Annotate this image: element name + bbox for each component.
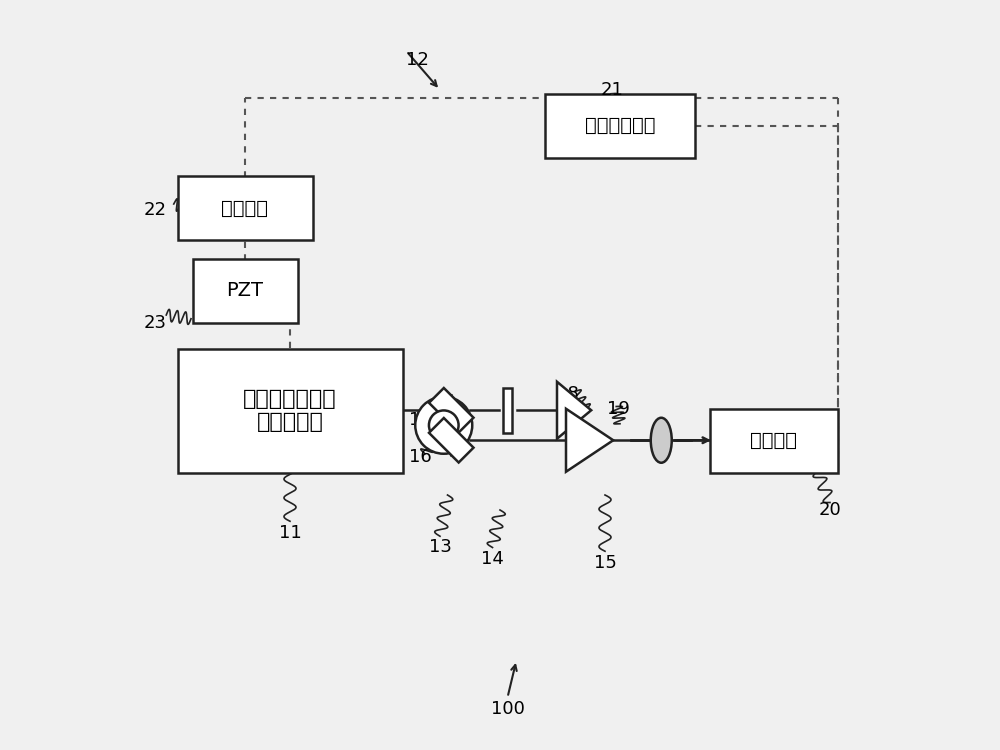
Bar	[192, 259, 298, 322]
Text: 100: 100	[491, 700, 524, 718]
Bar	[710, 409, 838, 472]
Text: 13: 13	[429, 538, 451, 556]
Ellipse shape	[651, 418, 672, 463]
Text: 探测器件: 探测器件	[750, 431, 797, 450]
Text: 信号发生单元: 信号发生单元	[585, 116, 655, 135]
Text: PZT: PZT	[226, 281, 264, 300]
Text: 19: 19	[607, 400, 630, 418]
Text: 11: 11	[279, 524, 301, 542]
Bar	[178, 349, 402, 472]
Text: 21: 21	[601, 81, 624, 99]
Text: 16: 16	[409, 448, 432, 466]
Text: 17: 17	[409, 411, 432, 429]
Polygon shape	[566, 409, 613, 472]
Bar	[178, 176, 312, 240]
Bar	[545, 94, 695, 158]
Bar	[503, 388, 512, 433]
Text: 12: 12	[406, 51, 429, 69]
Polygon shape	[429, 418, 474, 463]
Text: 20: 20	[819, 501, 841, 519]
Polygon shape	[557, 382, 591, 439]
Text: 14: 14	[481, 550, 504, 568]
Text: 23: 23	[144, 314, 166, 332]
Polygon shape	[429, 388, 474, 433]
Circle shape	[429, 410, 459, 440]
Text: 重频锁定且可调
飞秒激光器: 重频锁定且可调 飞秒激光器	[243, 389, 337, 432]
Text: 触发单元: 触发单元	[222, 199, 268, 217]
Text: 18: 18	[556, 385, 579, 403]
Text: 15: 15	[594, 554, 616, 572]
Text: 22: 22	[144, 201, 166, 219]
Circle shape	[415, 397, 472, 454]
